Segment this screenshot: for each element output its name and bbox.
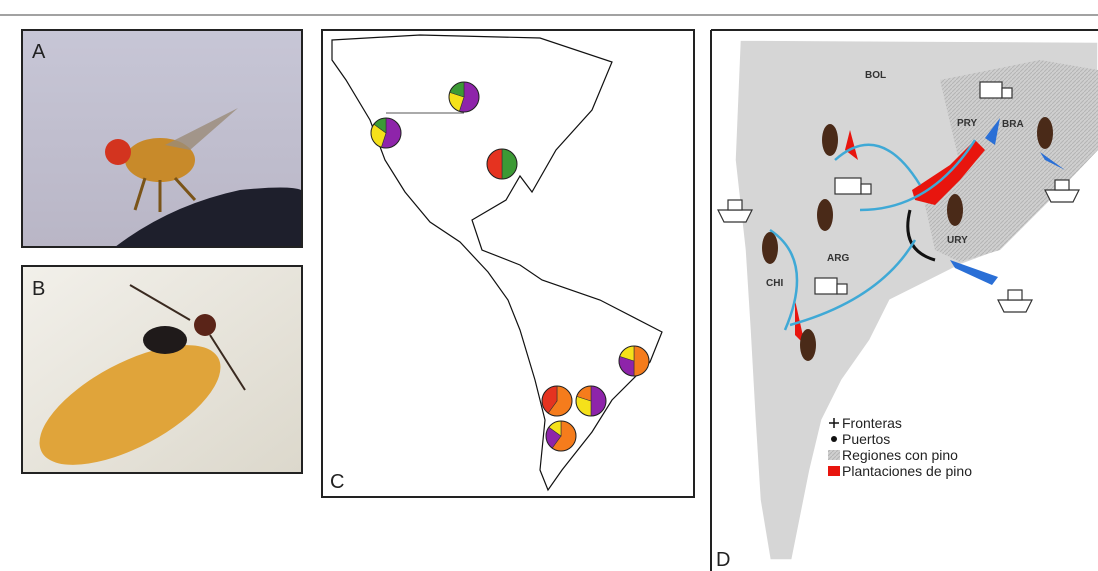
legend-symbol: [828, 450, 840, 460]
country-label: URY: [947, 235, 968, 246]
country-label: ARG: [827, 253, 849, 264]
legend-symbol: [831, 436, 837, 442]
legend-label: Regiones con pino: [842, 447, 958, 463]
country-label: PRY: [957, 118, 978, 129]
legend-label: Plantaciones de pino: [842, 463, 972, 479]
figure: A B C: [0, 0, 1098, 571]
wasp-head: [194, 314, 216, 336]
legend-symbol: [828, 466, 840, 476]
fly-eye: [105, 139, 131, 165]
country-label: BRA: [1002, 119, 1024, 130]
panel-b: B: [22, 266, 302, 489]
legend-label: Puertos: [842, 431, 890, 447]
wasp-body: [143, 326, 187, 354]
panel-label: B: [32, 278, 45, 300]
panel-label: D: [716, 549, 730, 571]
panel-d: BOL PRY BRA URY ARG CHI FronterasPuertosRegio…: [711, 30, 1098, 571]
country-label: CHI: [766, 278, 783, 289]
panel-a: A: [22, 30, 302, 247]
panel-c: C: [322, 30, 694, 497]
legend-symbol: [829, 418, 839, 428]
legend-label: Fronteras: [842, 415, 902, 431]
panel-label: C: [330, 471, 344, 493]
panel-label: A: [32, 41, 46, 63]
country-label: BOL: [865, 70, 886, 81]
